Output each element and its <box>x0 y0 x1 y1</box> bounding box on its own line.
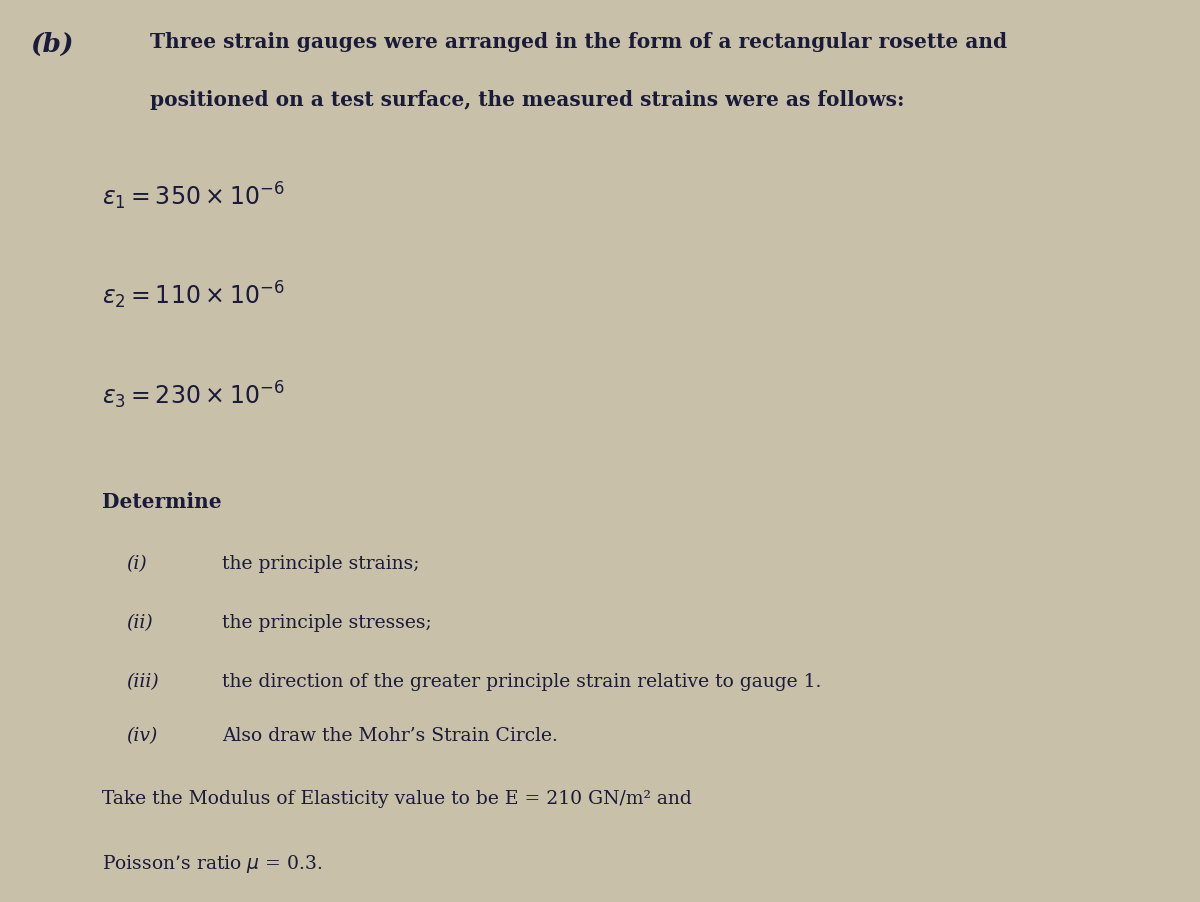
Text: Determine: Determine <box>102 492 222 511</box>
Text: the principle stresses;: the principle stresses; <box>222 613 432 631</box>
Text: Take the Modulus of Elasticity value to be E = 210 GN/m² and: Take the Modulus of Elasticity value to … <box>102 789 691 807</box>
Text: (i): (i) <box>126 555 146 573</box>
Text: the direction of the greater principle strain relative to gauge 1.: the direction of the greater principle s… <box>222 672 821 690</box>
Text: (ii): (ii) <box>126 613 152 631</box>
Text: Three strain gauges were arranged in the form of a rectangular rosette and: Three strain gauges were arranged in the… <box>150 32 1007 51</box>
Text: (iii): (iii) <box>126 672 158 690</box>
Text: (b): (b) <box>30 32 73 57</box>
Text: the principle strains;: the principle strains; <box>222 555 420 573</box>
Text: Poisson’s ratio $\mu$ = 0.3.: Poisson’s ratio $\mu$ = 0.3. <box>102 852 323 874</box>
Text: $\varepsilon_1 = 350 \times 10^{-6}$: $\varepsilon_1 = 350 \times 10^{-6}$ <box>102 180 284 212</box>
Text: Also draw the Mohr’s Strain Circle.: Also draw the Mohr’s Strain Circle. <box>222 726 558 744</box>
Text: positioned on a test surface, the measured strains were as follows:: positioned on a test surface, the measur… <box>150 90 905 110</box>
Text: $\varepsilon_2 = 110 \times 10^{-6}$: $\varepsilon_2 = 110 \times 10^{-6}$ <box>102 280 284 311</box>
Text: $\varepsilon_3 = 230 \times 10^{-6}$: $\varepsilon_3 = 230 \times 10^{-6}$ <box>102 379 284 410</box>
Text: (iv): (iv) <box>126 726 157 744</box>
